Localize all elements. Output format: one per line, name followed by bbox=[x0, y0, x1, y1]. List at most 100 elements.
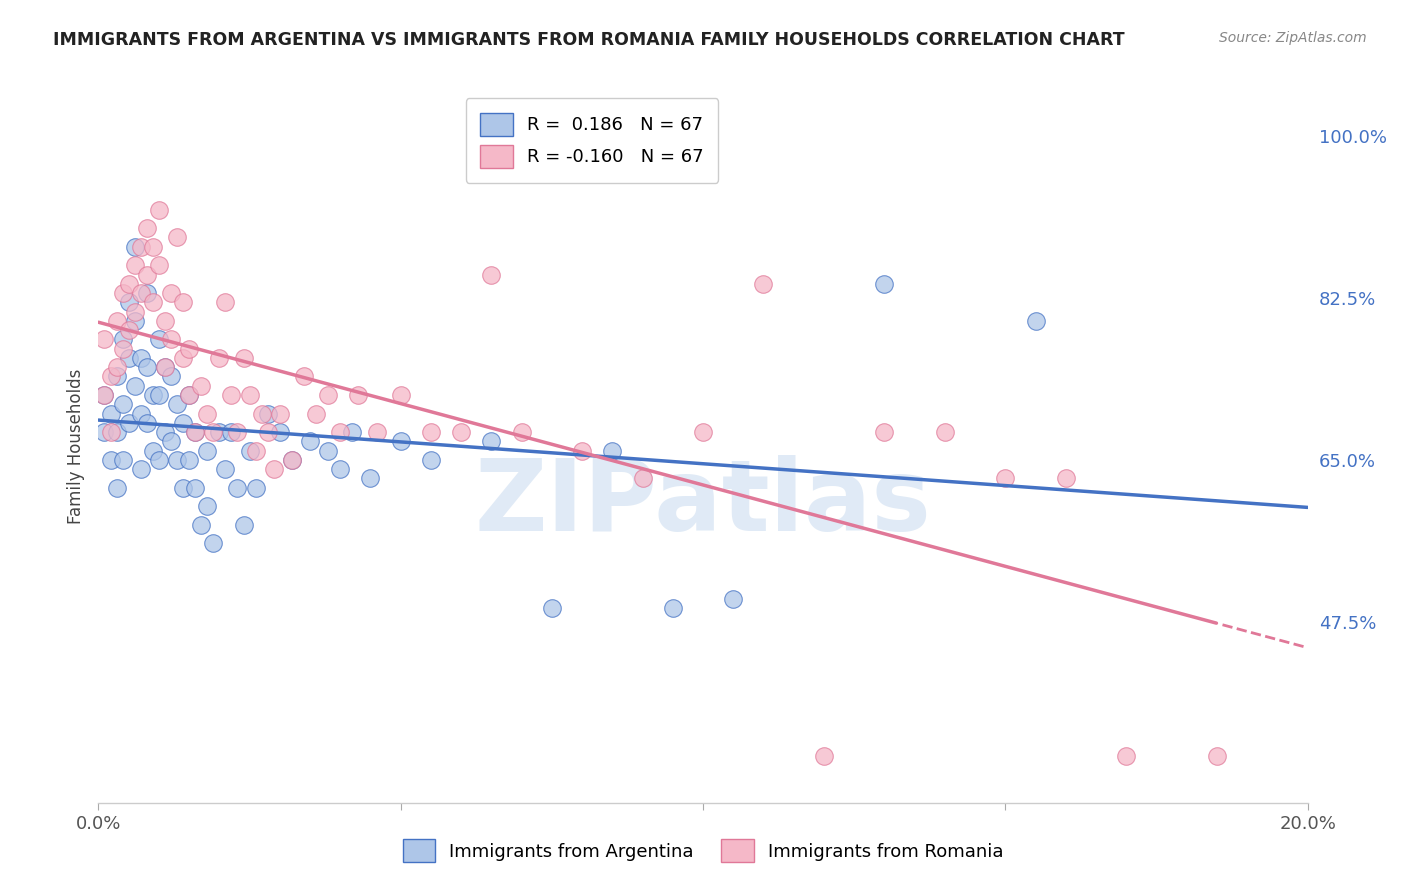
Point bbox=[269, 425, 291, 439]
Point bbox=[214, 295, 236, 310]
Point bbox=[135, 360, 157, 375]
Point bbox=[142, 240, 165, 254]
Point bbox=[179, 342, 201, 356]
Point bbox=[172, 416, 194, 430]
Point bbox=[105, 360, 128, 375]
Point bbox=[571, 443, 593, 458]
Point bbox=[269, 407, 291, 421]
Point bbox=[1115, 749, 1137, 764]
Legend: Immigrants from Argentina, Immigrants from Romania: Immigrants from Argentina, Immigrants fr… bbox=[395, 832, 1011, 870]
Point bbox=[245, 481, 267, 495]
Point bbox=[661, 601, 683, 615]
Point bbox=[631, 471, 654, 485]
Point bbox=[100, 453, 122, 467]
Point bbox=[148, 258, 170, 272]
Point bbox=[129, 240, 152, 254]
Point bbox=[129, 407, 152, 421]
Point bbox=[221, 388, 243, 402]
Point bbox=[692, 425, 714, 439]
Point bbox=[166, 230, 188, 244]
Point bbox=[214, 462, 236, 476]
Point bbox=[1054, 471, 1077, 485]
Point bbox=[184, 481, 207, 495]
Point bbox=[934, 425, 956, 439]
Point bbox=[420, 453, 443, 467]
Point bbox=[166, 453, 188, 467]
Point bbox=[153, 425, 176, 439]
Point bbox=[329, 425, 352, 439]
Point bbox=[160, 333, 183, 347]
Point bbox=[342, 425, 364, 439]
Point bbox=[172, 295, 194, 310]
Point bbox=[124, 314, 146, 328]
Point bbox=[226, 481, 249, 495]
Point bbox=[994, 471, 1017, 485]
Point bbox=[142, 388, 165, 402]
Point bbox=[873, 277, 896, 291]
Point bbox=[93, 388, 115, 402]
Point bbox=[124, 258, 146, 272]
Point bbox=[263, 462, 285, 476]
Point bbox=[118, 277, 141, 291]
Point bbox=[281, 453, 304, 467]
Point bbox=[135, 221, 157, 235]
Point bbox=[100, 369, 122, 384]
Point bbox=[292, 369, 315, 384]
Point bbox=[232, 517, 254, 532]
Point bbox=[602, 443, 624, 458]
Point bbox=[347, 388, 370, 402]
Point bbox=[166, 397, 188, 411]
Point bbox=[226, 425, 249, 439]
Point bbox=[142, 443, 165, 458]
Point bbox=[239, 443, 262, 458]
Point bbox=[360, 471, 382, 485]
Point bbox=[195, 407, 218, 421]
Point bbox=[316, 443, 339, 458]
Point bbox=[195, 500, 218, 514]
Point bbox=[118, 323, 141, 337]
Point bbox=[813, 749, 835, 764]
Point bbox=[100, 407, 122, 421]
Text: Source: ZipAtlas.com: Source: ZipAtlas.com bbox=[1219, 31, 1367, 45]
Point bbox=[160, 434, 183, 449]
Point bbox=[172, 351, 194, 365]
Point bbox=[93, 333, 115, 347]
Point bbox=[148, 202, 170, 217]
Point bbox=[129, 462, 152, 476]
Point bbox=[153, 360, 176, 375]
Point bbox=[221, 425, 243, 439]
Point bbox=[118, 416, 141, 430]
Point bbox=[202, 536, 225, 550]
Point bbox=[124, 240, 146, 254]
Point bbox=[450, 425, 472, 439]
Point bbox=[93, 388, 115, 402]
Point bbox=[153, 314, 176, 328]
Text: ZIPatlas: ZIPatlas bbox=[475, 455, 931, 551]
Point bbox=[93, 425, 115, 439]
Y-axis label: Family Households: Family Households bbox=[66, 368, 84, 524]
Point bbox=[135, 268, 157, 282]
Point bbox=[179, 388, 201, 402]
Point bbox=[118, 295, 141, 310]
Point bbox=[124, 304, 146, 318]
Point bbox=[129, 286, 152, 301]
Point bbox=[329, 462, 352, 476]
Point bbox=[202, 425, 225, 439]
Point bbox=[111, 286, 134, 301]
Point bbox=[179, 453, 201, 467]
Point bbox=[142, 295, 165, 310]
Point bbox=[105, 314, 128, 328]
Point bbox=[148, 453, 170, 467]
Point bbox=[389, 388, 412, 402]
Point bbox=[420, 425, 443, 439]
Point bbox=[723, 591, 745, 606]
Point bbox=[208, 351, 231, 365]
Point bbox=[245, 443, 267, 458]
Point bbox=[873, 425, 896, 439]
Point bbox=[184, 425, 207, 439]
Point bbox=[111, 453, 134, 467]
Point bbox=[752, 277, 775, 291]
Point bbox=[111, 342, 134, 356]
Point bbox=[510, 425, 533, 439]
Text: IMMIGRANTS FROM ARGENTINA VS IMMIGRANTS FROM ROMANIA FAMILY HOUSEHOLDS CORRELATI: IMMIGRANTS FROM ARGENTINA VS IMMIGRANTS … bbox=[53, 31, 1125, 49]
